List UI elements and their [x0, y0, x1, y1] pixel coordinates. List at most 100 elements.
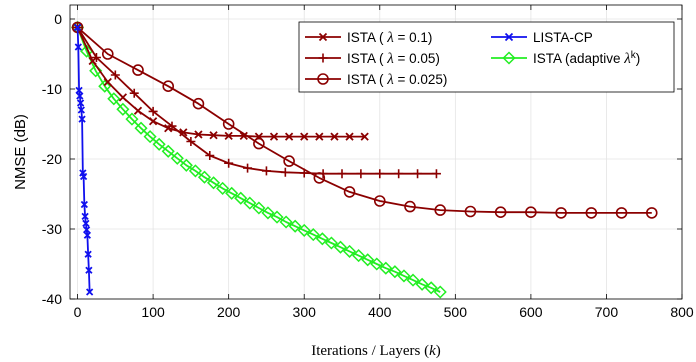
- data-point: [318, 169, 328, 179]
- x-tick-label: 400: [368, 304, 392, 320]
- data-point: [225, 186, 239, 200]
- data-point: [297, 223, 311, 237]
- data-point: [222, 118, 235, 130]
- data-point: [254, 132, 264, 141]
- legend-item-3: LISTA-CP: [491, 30, 593, 45]
- data-point: [342, 244, 357, 258]
- data-point: [333, 240, 348, 254]
- data-point: [91, 53, 101, 62]
- y-tick-label: -10: [42, 81, 62, 97]
- x-tick-label: 200: [217, 304, 241, 320]
- data-point: [132, 64, 144, 76]
- data-point: [252, 201, 266, 215]
- legend-item-1: ISTA ( λ = 0.05): [305, 51, 440, 67]
- x-tick-label: 0: [74, 304, 82, 320]
- data-point: [216, 181, 230, 195]
- data-point: [361, 253, 375, 267]
- data-point: [162, 80, 175, 92]
- data-point: [205, 151, 215, 160]
- plot-frame: [69, 4, 683, 300]
- legend-box: [298, 21, 675, 93]
- data-point: [76, 92, 84, 100]
- data-point: [345, 132, 354, 141]
- data-point: [615, 207, 628, 219]
- data-point: [415, 277, 429, 291]
- data-point: [170, 151, 184, 165]
- data-point: [352, 249, 366, 263]
- data-point: [103, 77, 112, 87]
- series-4: [70, 20, 447, 299]
- x-tick-label: 600: [519, 304, 543, 320]
- data-point: [645, 207, 658, 219]
- series-2: [71, 21, 658, 219]
- data-point: [239, 131, 248, 141]
- data-point: [337, 169, 347, 179]
- data-point: [280, 167, 290, 177]
- data-point: [98, 79, 112, 93]
- data-point: [431, 169, 441, 179]
- data-point: [284, 132, 294, 141]
- data-point: [324, 236, 338, 250]
- data-point: [73, 23, 82, 32]
- y-tick-label: -40: [42, 291, 62, 307]
- legend-item-0: ISTA ( λ = 0.1): [305, 30, 432, 46]
- data-point: [585, 207, 598, 219]
- data-point: [330, 132, 339, 141]
- data-point: [148, 117, 158, 126]
- data-point: [79, 172, 88, 181]
- y-tick-label: -30: [42, 221, 62, 237]
- data-point: [356, 169, 366, 179]
- data-point: [555, 207, 567, 219]
- data-point: [206, 176, 221, 190]
- series-0: [73, 23, 369, 141]
- data-point: [270, 210, 284, 224]
- x-tick-label: 700: [595, 304, 619, 320]
- data-point: [77, 106, 85, 114]
- legend: ISTA ( λ = 0.1) ISTA ( λ = 0.05) ISTA ( λ …: [298, 21, 675, 93]
- data-point: [300, 132, 309, 141]
- data-point: [101, 48, 114, 60]
- data-point: [88, 56, 97, 66]
- x-tick-label: 800: [670, 304, 694, 320]
- data-point: [318, 32, 328, 42]
- data-point: [74, 43, 82, 51]
- data-point: [434, 204, 447, 216]
- data-point: [86, 288, 94, 296]
- legend-label: ISTA ( λ = 0.05): [347, 51, 440, 67]
- data-point: [504, 32, 514, 42]
- data-point: [209, 131, 218, 140]
- data-point: [118, 93, 128, 102]
- data-point: [197, 170, 212, 184]
- legend-item-4: ISTA (adaptive λk): [491, 50, 640, 67]
- data-point: [525, 206, 537, 218]
- series-1: [73, 22, 441, 179]
- data-point: [464, 205, 477, 218]
- data-point: [110, 70, 120, 80]
- y-axis-label: NMSE (dB): [12, 114, 29, 190]
- data-point: [82, 226, 91, 234]
- data-point: [234, 191, 248, 205]
- data-point: [186, 137, 196, 146]
- data-point: [224, 158, 234, 168]
- data-point: [134, 121, 148, 135]
- data-point: [433, 285, 447, 299]
- x-tick-label: 100: [141, 304, 165, 320]
- data-point: [192, 97, 205, 110]
- data-point: [283, 155, 295, 167]
- data-point: [375, 169, 385, 179]
- data-point: [394, 169, 404, 179]
- data-point: [243, 163, 253, 173]
- legend-label: ISTA ( λ = 0.1): [347, 30, 432, 46]
- data-point: [315, 132, 324, 141]
- x-axis-label: Iterations / Layers (k): [311, 343, 441, 359]
- data-point: [424, 281, 438, 295]
- x-tick-label: 500: [444, 304, 468, 320]
- data-point: [306, 228, 320, 242]
- data-point: [269, 132, 279, 141]
- data-point: [360, 132, 369, 141]
- data-point: [318, 53, 328, 63]
- data-point: [76, 99, 85, 107]
- data-point: [164, 124, 173, 133]
- data-point: [299, 168, 309, 178]
